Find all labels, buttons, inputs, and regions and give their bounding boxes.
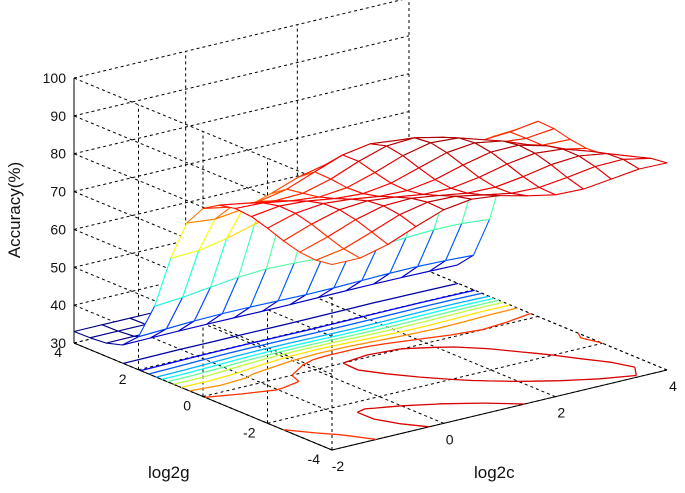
y-axis-label: log2g (148, 463, 190, 482)
z-tick-label: 90 (50, 108, 66, 124)
contour-line (148, 292, 483, 375)
tick-labels: 30 40 50 60 70 80 90 100 4 2 0 -2 -4 -2 0 2 4 (43, 70, 677, 474)
contour-line (204, 312, 602, 441)
surface-mesh (73, 120, 668, 346)
y-tick-label: 0 (183, 398, 191, 414)
side-wall-gridline (73, 153, 333, 262)
side-wall-gridline (73, 115, 333, 224)
x-tick-label: 4 (669, 378, 677, 394)
contour-line (156, 295, 490, 378)
contour-line (140, 289, 475, 372)
z-tick-label: 80 (50, 146, 66, 162)
contour-line (161, 297, 495, 381)
contour-projection (123, 282, 637, 441)
z-tick-label: 30 (50, 335, 66, 351)
floor-edge (408, 262, 668, 371)
x-tick-label: -2 (332, 458, 345, 474)
y-tick-label: -2 (243, 424, 256, 440)
back-wall-gridline (73, 73, 410, 155)
surface-cell (315, 248, 361, 266)
y-tick-label: 4 (54, 344, 62, 360)
x-tick-label: 0 (446, 431, 454, 447)
contour-line (189, 307, 518, 392)
contour-line (173, 301, 505, 385)
y-tick-label: 2 (119, 371, 127, 387)
x-axis-label: log2c (474, 463, 515, 482)
x-tick-label: 2 (557, 405, 565, 421)
back-wall-gridline (73, 0, 403, 79)
contour-line (180, 304, 511, 389)
contour-line (342, 346, 637, 428)
z-tick-label: 70 (50, 184, 66, 200)
z-axis-label: Accuracy(%) (5, 162, 24, 258)
contour-line (167, 299, 500, 383)
y-axis-line (73, 342, 333, 451)
z-tick-label: 100 (43, 70, 67, 86)
x-axis-line (331, 369, 668, 451)
z-tick-label: 60 (50, 221, 66, 237)
back-wall-gridline (73, 35, 410, 117)
z-tick-label: 40 (50, 297, 66, 313)
y-tick-label: -4 (308, 451, 321, 467)
contour-line (123, 282, 459, 365)
z-tick-label: 50 (50, 259, 66, 275)
